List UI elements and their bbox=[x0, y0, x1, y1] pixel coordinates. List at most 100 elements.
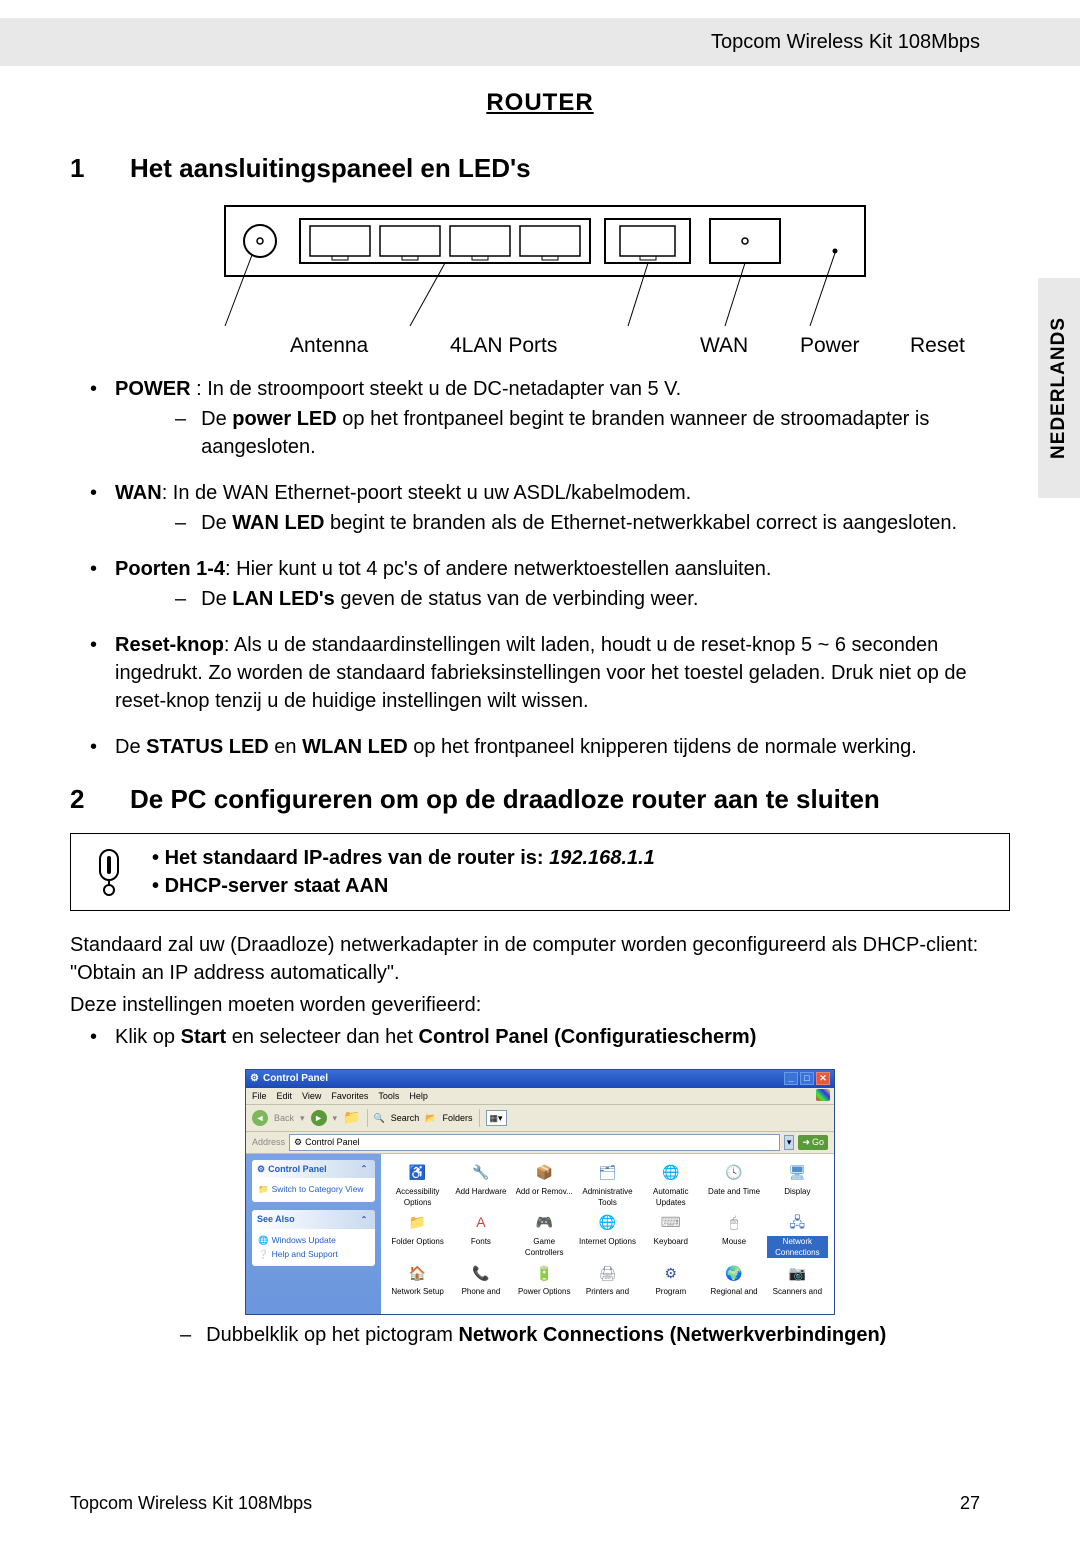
cp-icon-accessibility-options[interactable]: ♿Accessibility Options bbox=[387, 1162, 448, 1208]
diagram-labels: Antenna 4LAN Ports WAN Power Reset bbox=[290, 331, 1010, 360]
label-reset: Reset bbox=[910, 331, 965, 360]
cp-icon-glyph: 🔧 bbox=[470, 1162, 492, 1184]
cp-icon-administrative-tools[interactable]: 🗂Administrative Tools bbox=[577, 1162, 638, 1208]
go-button[interactable]: ➜ Go bbox=[798, 1135, 828, 1150]
windows-update-link[interactable]: 🌐Windows Update bbox=[258, 1235, 369, 1247]
info-icon bbox=[86, 844, 132, 900]
cp-icon-label: Keyboard bbox=[654, 1236, 688, 1247]
router-title: ROUTER bbox=[70, 86, 1010, 120]
cp-menubar: File Edit View Favorites Tools Help bbox=[246, 1088, 834, 1106]
cp-icon-glyph: 📞 bbox=[470, 1262, 492, 1284]
address-field[interactable]: ⚙ Control Panel bbox=[289, 1134, 780, 1151]
page-footer: Topcom Wireless Kit 108Mbps 27 bbox=[70, 1491, 980, 1516]
cp-icon-label: Administrative Tools bbox=[577, 1186, 638, 1208]
cp-icon-program[interactable]: ⚙Program bbox=[640, 1262, 701, 1297]
cp-icon-add-or-remov-[interactable]: 📦Add or Remov... bbox=[514, 1162, 575, 1208]
cp-icon-automatic-updates[interactable]: 🌐Automatic Updates bbox=[640, 1162, 701, 1208]
back-dropdown-icon[interactable]: ▾ bbox=[300, 1112, 305, 1125]
switch-category-link[interactable]: 📁Switch to Category View bbox=[258, 1184, 369, 1196]
cp-icon-network-setup[interactable]: 🏠Network Setup bbox=[387, 1262, 448, 1297]
cp-icon-glyph: 🖨 bbox=[596, 1262, 618, 1284]
cp-titlebar[interactable]: ⚙ Control Panel _ □ ✕ bbox=[246, 1070, 834, 1088]
cp-icon-fonts[interactable]: AFonts bbox=[450, 1212, 511, 1258]
cp-icon-phone-and[interactable]: 📞Phone and bbox=[450, 1262, 511, 1297]
control-panel-window: ⚙ Control Panel _ □ ✕ File Edit View Fav… bbox=[245, 1069, 835, 1315]
menu-tools[interactable]: Tools bbox=[378, 1090, 399, 1103]
cp-icon-game-controllers[interactable]: 🎮Game Controllers bbox=[514, 1212, 575, 1258]
reset-label: Reset-knop bbox=[115, 634, 224, 656]
cp-icon-keyboard[interactable]: ⌨ Keyboard bbox=[640, 1212, 701, 1258]
cp-icon-label: Fonts bbox=[471, 1236, 491, 1247]
cp-icon-regional-and[interactable]: 🌍Regional and bbox=[703, 1262, 764, 1297]
cp-icon-date-and-time[interactable]: 🕓Date and Time bbox=[703, 1162, 764, 1208]
up-button[interactable]: 📁 bbox=[343, 1108, 360, 1128]
footer-product: Topcom Wireless Kit 108Mbps bbox=[70, 1491, 312, 1516]
label-antenna: Antenna bbox=[290, 331, 380, 360]
cp-icon-label: Network Connections bbox=[767, 1236, 828, 1258]
feature-status: De STATUS LED en WLAN LED op het frontpa… bbox=[90, 733, 1010, 761]
section1-heading: 1 Het aansluitingspaneel en LED's bbox=[70, 150, 1010, 186]
cp-icon-mouse[interactable]: 🖱Mouse bbox=[703, 1212, 764, 1258]
substep-dubbelklik: Dubbelklik op het pictogram Network Conn… bbox=[180, 1321, 1010, 1349]
cp-icon-internet-options[interactable]: 🌐Internet Options bbox=[577, 1212, 638, 1258]
power-sub: De power LED op het frontpaneel begint t… bbox=[175, 405, 1010, 461]
cp-icon-label: Program bbox=[655, 1286, 686, 1297]
substep-list: Dubbelklik op het pictogram Network Conn… bbox=[70, 1321, 1010, 1349]
section1-num: 1 bbox=[70, 150, 90, 186]
cp-icon-label: Scanners and bbox=[773, 1286, 822, 1297]
cp-icon-label: Accessibility Options bbox=[387, 1186, 448, 1208]
menu-view[interactable]: View bbox=[302, 1090, 321, 1103]
folders-icon[interactable]: 📂 bbox=[425, 1112, 436, 1125]
minimize-button[interactable]: _ bbox=[784, 1072, 798, 1085]
feature-ports: Poorten 1-4: Hier kunt u tot 4 pc's of a… bbox=[90, 555, 1010, 613]
address-dropdown-icon[interactable]: ▾ bbox=[784, 1135, 795, 1150]
wan-sub: De WAN LED begint te branden als de Ethe… bbox=[175, 509, 957, 537]
menu-favorites[interactable]: Favorites bbox=[331, 1090, 368, 1103]
sidebar-panel-control: ⚙Control Panel ⌃ 📁Switch to Category Vie… bbox=[252, 1160, 375, 1202]
note-box: Het standaard IP-adres van de router is:… bbox=[70, 833, 1010, 911]
cp-icon-power-options[interactable]: 🔋Power Options bbox=[514, 1262, 575, 1297]
menu-help[interactable]: Help bbox=[409, 1090, 428, 1103]
header-product: Topcom Wireless Kit 108Mbps bbox=[711, 28, 980, 56]
router-diagram: Antenna 4LAN Ports WAN Power Reset bbox=[170, 201, 1010, 360]
back-button[interactable]: ◄ bbox=[252, 1110, 268, 1126]
cp-icon-label: Display bbox=[784, 1186, 810, 1197]
help-support-link[interactable]: ❔Help and Support bbox=[258, 1249, 369, 1261]
collapse-icon[interactable]: ⌃ bbox=[358, 1163, 370, 1175]
search-icon[interactable]: 🔍 bbox=[374, 1112, 385, 1125]
maximize-button[interactable]: □ bbox=[800, 1072, 814, 1085]
step-start: Klik op Start en selecteer dan het Contr… bbox=[90, 1023, 1010, 1051]
collapse-icon[interactable]: ⌃ bbox=[358, 1213, 370, 1225]
language-tab: NEDERLANDS bbox=[1038, 278, 1080, 498]
menu-file[interactable]: File bbox=[252, 1090, 267, 1103]
back-label: Back bbox=[274, 1112, 294, 1125]
panel2-title: See Also bbox=[257, 1213, 295, 1226]
cp-icon-network-connections[interactable]: 🖧Network Connections bbox=[767, 1212, 828, 1258]
cp-icon-display[interactable]: 🖥 Display bbox=[767, 1162, 828, 1208]
note-content: Het standaard IP-adres van de router is:… bbox=[152, 844, 655, 900]
power-text: : In de stroompoort steekt u de DC-netad… bbox=[191, 378, 682, 400]
cp-sidebar: ⚙Control Panel ⌃ 📁Switch to Category Vie… bbox=[246, 1154, 381, 1314]
cp-icon-glyph: 🖥 bbox=[786, 1162, 808, 1184]
cp-icon-add-hardware[interactable]: 🔧Add Hardware bbox=[450, 1162, 511, 1208]
cp-icon-printers-and[interactable]: 🖨Printers and bbox=[577, 1262, 638, 1297]
feature-power: POWER : In de stroompoort steekt u de DC… bbox=[90, 375, 1010, 461]
windows-flag-icon bbox=[816, 1089, 830, 1101]
menu-edit[interactable]: Edit bbox=[277, 1090, 293, 1103]
close-button[interactable]: ✕ bbox=[816, 1072, 830, 1085]
ports-sub: De LAN LED's geven de status van de verb… bbox=[175, 585, 771, 613]
fwd-dropdown-icon[interactable]: ▾ bbox=[333, 1112, 338, 1125]
feature-wan: WAN: In de WAN Ethernet-poort steekt u u… bbox=[90, 479, 1010, 537]
cp-icon-glyph: 🗂 bbox=[596, 1162, 618, 1184]
cp-icon-folder-options[interactable]: 📁Folder Options bbox=[387, 1212, 448, 1258]
forward-button[interactable]: ► bbox=[311, 1110, 327, 1126]
views-button[interactable]: ▦▾ bbox=[486, 1110, 507, 1127]
wan-label: WAN bbox=[115, 482, 162, 504]
cp-icon-glyph: ⌨ bbox=[660, 1212, 682, 1234]
cp-icon-scanners-and[interactable]: 📷Scanners and bbox=[767, 1262, 828, 1297]
section2-heading: 2 De PC configureren om op de draadloze … bbox=[70, 781, 1010, 817]
cp-toolbar: ◄ Back ▾ ► ▾ 📁 🔍 Search 📂 Folders ▦▾ bbox=[246, 1105, 834, 1132]
language-tab-label: NEDERLANDS bbox=[1046, 317, 1073, 459]
panel1-title: Control Panel bbox=[268, 1163, 327, 1176]
cp-icon-glyph: 🎮 bbox=[533, 1212, 555, 1234]
